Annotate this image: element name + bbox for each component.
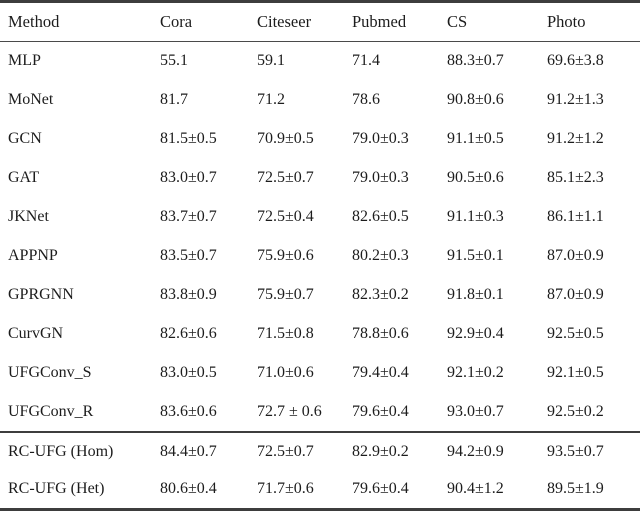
value-cell: 69.6±3.8 bbox=[547, 52, 604, 70]
value-cell: 79.0±0.3 bbox=[352, 169, 409, 186]
value-cell: 78.8±0.6 bbox=[352, 325, 409, 342]
results-table-header-row: Method Cora Citeseer Pubmed CS Photo bbox=[0, 2, 640, 42]
value-cell: 78.6 bbox=[352, 91, 380, 108]
value-cell: 83.0±0.5 bbox=[160, 364, 217, 381]
results-table-body: MLP 55.1 59.1 71.4 88.3±0.7 69.6±3.8 MoNet 81.7… bbox=[0, 42, 640, 510]
table-row: JKNet 83.7±0.7 72.5±0.4 82.6±0.5 91.1±0.3 86.… bbox=[0, 198, 640, 237]
table-row: UFGConv_R 83.6±0.6 72.7 ± 0.6 79.6±0.4 93.0±… bbox=[0, 393, 640, 432]
table-row: RC-UFG (Het) 80.6±0.4 71.7±0.6 79.6±0.4 90.4… bbox=[0, 471, 640, 510]
column-header-cs: CS bbox=[447, 12, 468, 31]
value-cell: 93.0±0.7 bbox=[447, 402, 504, 420]
value-cell: 92.9±0.4 bbox=[447, 325, 504, 342]
value-cell: 80.2±0.3 bbox=[352, 247, 409, 264]
value-cell: 79.0±0.3 bbox=[352, 130, 409, 147]
method-cell: GPRGNN bbox=[8, 286, 74, 303]
value-cell: 92.5±0.5 bbox=[547, 325, 604, 342]
table-row: GPRGNN 83.8±0.9 75.9±0.7 82.3±0.2 91.8±0.1 87… bbox=[0, 276, 640, 315]
column-header-photo: Photo bbox=[547, 12, 586, 31]
value-cell: 72.5±0.4 bbox=[257, 208, 314, 225]
table-row: MLP 55.1 59.1 71.4 88.3±0.7 69.6±3.8 bbox=[0, 42, 640, 81]
column-header-method: Method bbox=[8, 12, 60, 31]
table-row: GAT 83.0±0.7 72.5±0.7 79.0±0.3 90.5±0.6 85.1±… bbox=[0, 159, 640, 198]
value-cell: 92.1±0.2 bbox=[447, 364, 504, 381]
value-cell: 82.6±0.5 bbox=[352, 208, 409, 225]
value-cell: 83.7±0.7 bbox=[160, 208, 217, 225]
value-cell: 91.5±0.1 bbox=[447, 247, 504, 264]
value-cell: 59.1 bbox=[257, 52, 285, 70]
value-cell: 71.7±0.6 bbox=[257, 480, 314, 498]
method-cell: UFGConv_R bbox=[8, 402, 94, 420]
method-cell: GAT bbox=[8, 169, 40, 186]
value-cell: 86.1±1.1 bbox=[547, 208, 604, 225]
value-cell: 82.6±0.6 bbox=[160, 325, 217, 342]
value-cell: 75.9±0.7 bbox=[257, 286, 314, 303]
value-cell: 71.5±0.8 bbox=[257, 325, 314, 342]
method-cell: UFGConv_S bbox=[8, 364, 92, 381]
value-cell: 72.5±0.7 bbox=[257, 442, 314, 460]
value-cell: 83.6±0.6 bbox=[160, 402, 217, 420]
value-cell: 91.8±0.1 bbox=[447, 286, 504, 303]
value-cell: 87.0±0.9 bbox=[547, 247, 604, 264]
value-cell: 79.4±0.4 bbox=[352, 364, 409, 381]
value-cell: 88.3±0.7 bbox=[447, 52, 504, 70]
method-cell: CurvGN bbox=[8, 325, 64, 342]
method-cell: RC-UFG (Het) bbox=[8, 480, 105, 498]
value-cell: 82.3±0.2 bbox=[352, 286, 409, 303]
value-cell: 84.4±0.7 bbox=[160, 442, 217, 460]
value-cell: 83.5±0.7 bbox=[160, 247, 217, 264]
method-cell: JKNet bbox=[8, 208, 49, 225]
value-cell: 72.7 ± 0.6 bbox=[257, 402, 322, 420]
value-cell: 81.5±0.5 bbox=[160, 130, 217, 147]
method-cell: RC-UFG (Hom) bbox=[8, 442, 114, 460]
value-cell: 90.5±0.6 bbox=[447, 169, 504, 186]
value-cell: 91.2±1.3 bbox=[547, 91, 604, 108]
value-cell: 81.7 bbox=[160, 91, 188, 108]
column-header-cora: Cora bbox=[160, 12, 193, 31]
value-cell: 90.4±1.2 bbox=[447, 480, 504, 498]
value-cell: 72.5±0.7 bbox=[257, 169, 314, 186]
column-header-citeseer: Citeseer bbox=[257, 12, 312, 31]
table-row: APPNP 83.5±0.7 75.9±0.6 80.2±0.3 91.5±0.1 87.… bbox=[0, 237, 640, 276]
table-row: UFGConv_S 83.0±0.5 71.0±0.6 79.4±0.4 92.1±0.… bbox=[0, 354, 640, 393]
value-cell: 91.2±1.2 bbox=[547, 130, 604, 147]
table-row: RC-UFG (Hom) 84.4±0.7 72.5±0.7 82.9±0.2 94.2… bbox=[0, 431, 640, 471]
method-cell: MoNet bbox=[8, 91, 54, 108]
value-cell: 71.2 bbox=[257, 91, 285, 108]
method-cell: APPNP bbox=[8, 247, 58, 264]
value-cell: 79.6±0.4 bbox=[352, 480, 409, 498]
value-cell: 80.6±0.4 bbox=[160, 480, 217, 498]
value-cell: 83.0±0.7 bbox=[160, 169, 217, 186]
value-cell: 71.4 bbox=[352, 52, 380, 70]
value-cell: 89.5±1.9 bbox=[547, 480, 604, 498]
value-cell: 93.5±0.7 bbox=[547, 442, 604, 460]
table-row: MoNet 81.7 71.2 78.6 90.8±0.6 91.2±1.3 bbox=[0, 81, 640, 120]
value-cell: 55.1 bbox=[160, 52, 188, 70]
value-cell: 85.1±2.3 bbox=[547, 169, 604, 186]
value-cell: 92.5±0.2 bbox=[547, 402, 604, 420]
method-cell: GCN bbox=[8, 130, 42, 147]
value-cell: 79.6±0.4 bbox=[352, 402, 409, 420]
value-cell: 91.1±0.3 bbox=[447, 208, 504, 225]
value-cell: 75.9±0.6 bbox=[257, 247, 314, 264]
value-cell: 82.9±0.2 bbox=[352, 442, 409, 460]
value-cell: 87.0±0.9 bbox=[547, 286, 604, 303]
table-row: GCN 81.5±0.5 70.9±0.5 79.0±0.3 91.1±0.5 91.2±… bbox=[0, 120, 640, 159]
column-header-pubmed: Pubmed bbox=[352, 12, 407, 31]
value-cell: 83.8±0.9 bbox=[160, 286, 217, 303]
value-cell: 90.8±0.6 bbox=[447, 91, 504, 108]
value-cell: 91.1±0.5 bbox=[447, 130, 504, 147]
value-cell: 71.0±0.6 bbox=[257, 364, 314, 381]
value-cell: 92.1±0.5 bbox=[547, 364, 604, 381]
method-cell: MLP bbox=[8, 52, 41, 70]
results-table-head: Method Cora Citeseer Pubmed CS Photo bbox=[0, 2, 640, 42]
table-row: CurvGN 82.6±0.6 71.5±0.8 78.8±0.6 92.9±0.4 92… bbox=[0, 315, 640, 354]
value-cell: 94.2±0.9 bbox=[447, 442, 504, 460]
value-cell: 70.9±0.5 bbox=[257, 130, 314, 147]
